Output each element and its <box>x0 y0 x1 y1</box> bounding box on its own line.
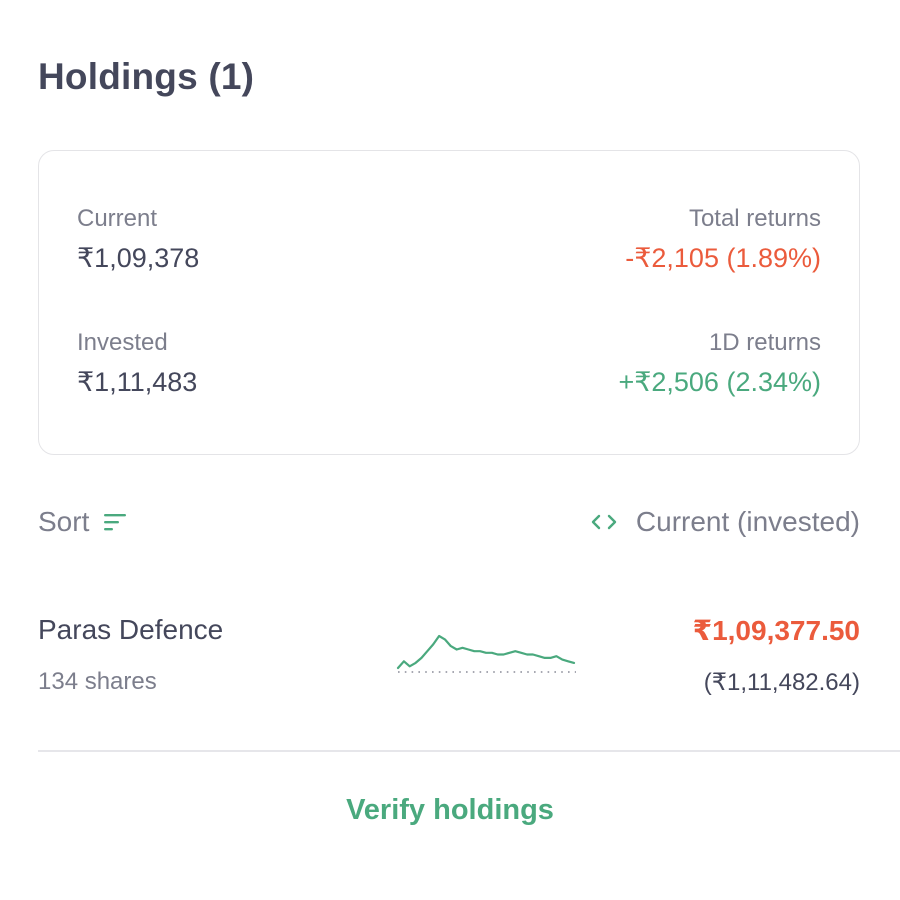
total-returns-stat: Total returns -₹2,105 (1.89%) <box>625 207 821 272</box>
list-controls: Sort Current (invested) <box>38 506 860 546</box>
view-toggle-button[interactable]: Current (invested) <box>590 506 860 538</box>
invested-stat: Invested ₹1,11,483 <box>77 331 197 396</box>
total-returns-label: Total returns <box>688 205 821 232</box>
sparkline-line <box>396 634 576 670</box>
holding-row[interactable]: Paras Defence 134 shares ₹1,09,377.50 (₹… <box>38 610 860 710</box>
holding-name: Paras Defence <box>38 614 224 645</box>
current-stat: Current ₹1,09,378 <box>77 207 199 272</box>
holding-invested-value: (₹1,11,482.64) <box>703 669 860 696</box>
sparkline-chart <box>396 634 576 673</box>
oneday-returns-label: 1D returns <box>708 329 821 356</box>
holding-shares: 134 shares <box>38 668 157 695</box>
page-title: Holdings (1) <box>38 56 255 97</box>
oneday-returns-stat: 1D returns +₹2,506 (2.34%) <box>618 331 821 396</box>
total-returns-value: -₹2,105 (1.89%) <box>625 243 821 273</box>
verify-holdings-button[interactable]: Verify holdings <box>346 794 554 826</box>
view-toggle-label: Current (invested) <box>635 506 860 537</box>
invested-value: ₹1,11,483 <box>77 367 198 397</box>
current-label: Current <box>77 205 158 232</box>
sort-button[interactable]: Sort <box>38 506 129 538</box>
code-brackets-icon <box>590 512 618 532</box>
sort-lines-icon <box>104 514 127 531</box>
invested-label: Invested <box>77 329 168 356</box>
divider <box>38 750 900 752</box>
oneday-returns-value: +₹2,506 (2.34%) <box>618 367 821 397</box>
holding-current-value: ₹1,09,377.50 <box>692 615 860 646</box>
current-value: ₹1,09,378 <box>77 243 200 273</box>
portfolio-summary-card: Current ₹1,09,378 Total returns -₹2,105 … <box>38 150 860 455</box>
sort-label: Sort <box>38 506 90 537</box>
